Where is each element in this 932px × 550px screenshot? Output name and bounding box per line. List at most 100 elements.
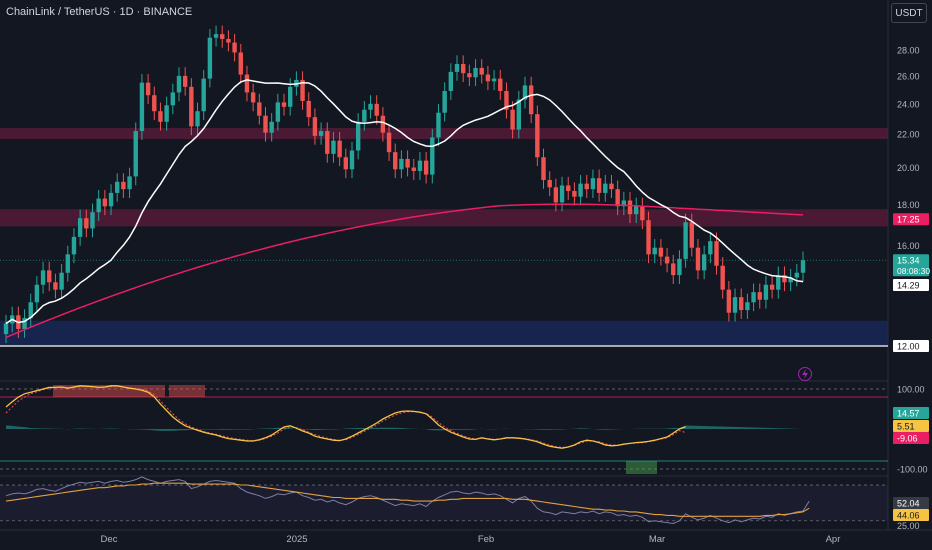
time-tick-label: Feb [478, 534, 494, 545]
candle-body [590, 178, 596, 190]
candle-body [281, 102, 287, 107]
candle-body [59, 272, 64, 290]
candle-body [776, 275, 781, 290]
candle-body [757, 292, 762, 300]
candle-body [621, 200, 627, 207]
candle-body [671, 263, 676, 276]
candle-body [584, 183, 589, 190]
candle-body [362, 109, 367, 122]
candle-body [331, 140, 336, 154]
rsi-badge [893, 509, 929, 521]
candle-body [127, 176, 132, 190]
demand-zone [0, 320, 888, 346]
lightning-icon [798, 367, 812, 381]
candle-body [485, 74, 491, 82]
candle-body [343, 157, 349, 170]
candle-body [615, 189, 620, 207]
candle-body [47, 270, 52, 283]
candle-body [232, 42, 237, 53]
osc-badge [893, 407, 929, 419]
candle-body [102, 198, 108, 207]
candle-body [71, 236, 77, 255]
time-tick-label: Dec [101, 534, 118, 545]
candle-body [596, 178, 602, 193]
candle-body [720, 265, 725, 290]
candle-body [349, 150, 355, 170]
candle-body [77, 218, 83, 237]
candle-body [195, 111, 200, 127]
supply-zone [0, 209, 888, 227]
overbought-highlight [169, 385, 205, 397]
candle-body [269, 121, 274, 133]
rsi-badge-text: 44.06 [897, 511, 920, 521]
candle-body [603, 183, 608, 193]
candle-body [454, 64, 460, 72]
candle-body [318, 131, 324, 136]
candle-body [40, 270, 46, 285]
candle-body [572, 191, 577, 197]
candle-body [677, 258, 682, 276]
osc-badge-text: -9.06 [897, 434, 918, 444]
candle-body [541, 157, 546, 180]
rsi-line [5, 476, 810, 525]
candle-body [158, 111, 163, 122]
candle-body [763, 284, 769, 300]
candle-body [300, 79, 305, 101]
price-badge-text: 12.00 [897, 342, 920, 352]
candle-body [528, 85, 534, 115]
candle-body [182, 75, 188, 87]
price-badge [893, 254, 929, 277]
rsi-badge-text: 52.04 [897, 499, 920, 509]
candle-body [739, 297, 744, 311]
candle-body [152, 95, 157, 112]
candle-body [640, 206, 645, 221]
candle-body [423, 160, 429, 175]
candle-body [745, 302, 750, 311]
candle-body [498, 78, 503, 91]
candle-body [430, 137, 435, 175]
candle-body [374, 103, 379, 116]
rsi-tick-label: 25.00 [897, 521, 920, 531]
candle-body [467, 73, 472, 78]
candle-body [547, 179, 552, 188]
candle-body [411, 167, 416, 172]
candle-body [90, 212, 95, 229]
candle-body [726, 289, 732, 313]
candle-body [201, 78, 206, 112]
countdown-text: 08:08:30 [897, 266, 930, 276]
time-tick-label: Mar [649, 534, 665, 545]
candle-body [257, 102, 262, 116]
candle-body [399, 158, 404, 170]
candle-body [627, 200, 633, 215]
candle-body [355, 121, 361, 151]
candle-body [226, 38, 231, 43]
candle-body [794, 272, 800, 278]
candle-body [145, 82, 151, 96]
price-tick-label: 28.00 [897, 46, 920, 56]
candle-body [701, 254, 707, 271]
candle-body [436, 112, 441, 138]
osc-tick-label: 100.00 [897, 385, 925, 395]
candle-body [65, 254, 70, 273]
candle-body [708, 241, 713, 255]
candle-body [553, 187, 559, 203]
rsi-ma-line [5, 482, 810, 517]
candle-body [522, 85, 528, 100]
candle-body [689, 222, 694, 248]
supply-zone [0, 127, 888, 140]
candle-body [238, 52, 243, 75]
candle-body [658, 247, 664, 257]
osc-tick-label: -100.00 [897, 465, 928, 475]
currency-button[interactable]: USDT [891, 3, 927, 23]
candle-body [250, 92, 256, 103]
candle-body [115, 181, 120, 193]
candle-body [633, 206, 639, 215]
candle-body [170, 92, 176, 106]
candle-body [368, 103, 373, 110]
candle-body [34, 284, 40, 303]
candle-body [84, 218, 89, 229]
ma-fast-line [5, 79, 804, 325]
candles [3, 25, 806, 343]
candle-body [417, 160, 423, 172]
